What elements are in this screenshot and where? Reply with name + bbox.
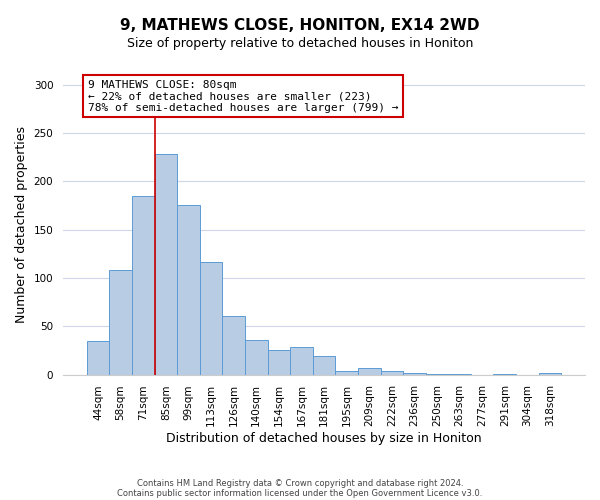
Bar	[200, 262, 223, 374]
Bar	[155, 154, 177, 374]
Bar	[177, 204, 200, 374]
Bar	[268, 350, 290, 374]
Bar	[380, 370, 403, 374]
Bar	[403, 372, 425, 374]
Bar	[539, 372, 561, 374]
Bar	[335, 370, 358, 374]
Text: 9 MATHEWS CLOSE: 80sqm
← 22% of detached houses are smaller (223)
78% of semi-de: 9 MATHEWS CLOSE: 80sqm ← 22% of detached…	[88, 80, 398, 113]
Bar	[132, 196, 155, 374]
Y-axis label: Number of detached properties: Number of detached properties	[15, 126, 28, 324]
Text: Size of property relative to detached houses in Honiton: Size of property relative to detached ho…	[127, 38, 473, 51]
Bar	[245, 340, 268, 374]
Bar	[290, 346, 313, 374]
Bar	[223, 316, 245, 374]
Bar	[87, 341, 109, 374]
Text: Contains public sector information licensed under the Open Government Licence v3: Contains public sector information licen…	[118, 488, 482, 498]
Text: Contains HM Land Registry data © Crown copyright and database right 2024.: Contains HM Land Registry data © Crown c…	[137, 478, 463, 488]
Bar	[109, 270, 132, 374]
Bar	[358, 368, 380, 374]
Bar	[313, 356, 335, 374]
X-axis label: Distribution of detached houses by size in Honiton: Distribution of detached houses by size …	[166, 432, 482, 445]
Text: 9, MATHEWS CLOSE, HONITON, EX14 2WD: 9, MATHEWS CLOSE, HONITON, EX14 2WD	[120, 18, 480, 32]
